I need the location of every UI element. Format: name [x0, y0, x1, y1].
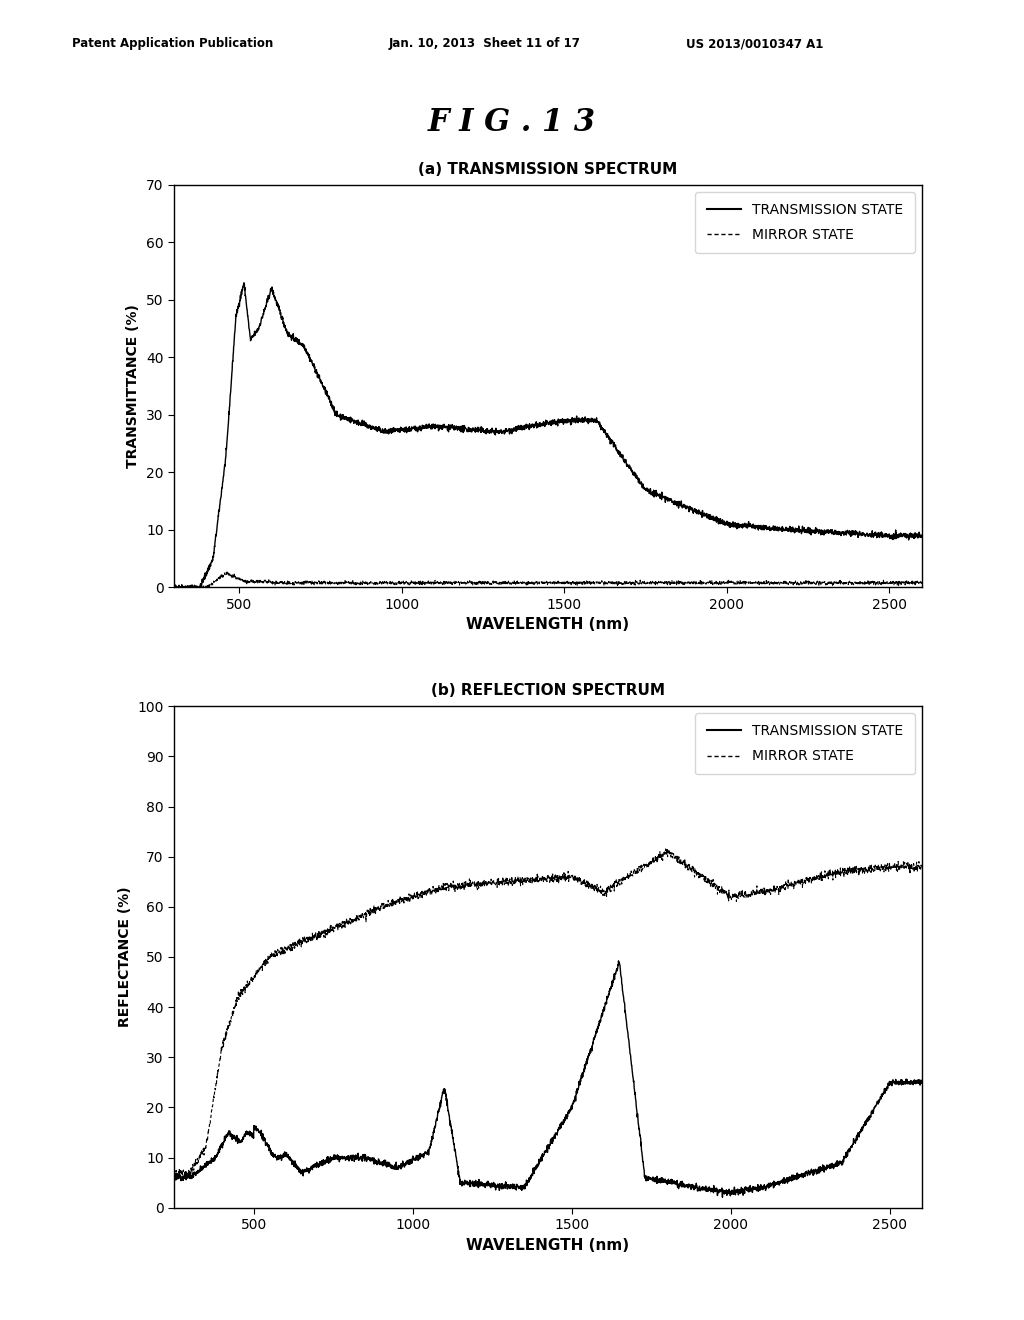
Text: US 2013/0010347 A1: US 2013/0010347 A1: [686, 37, 823, 50]
Y-axis label: REFLECTANCE (%): REFLECTANCE (%): [118, 887, 132, 1027]
X-axis label: WAVELENGTH (nm): WAVELENGTH (nm): [466, 618, 630, 632]
Legend: TRANSMISSION STATE, MIRROR STATE: TRANSMISSION STATE, MIRROR STATE: [695, 713, 914, 775]
Y-axis label: TRANSMITTANCE (%): TRANSMITTANCE (%): [127, 304, 140, 469]
X-axis label: WAVELENGTH (nm): WAVELENGTH (nm): [466, 1238, 630, 1253]
Text: Jan. 10, 2013  Sheet 11 of 17: Jan. 10, 2013 Sheet 11 of 17: [389, 37, 581, 50]
Legend: TRANSMISSION STATE, MIRROR STATE: TRANSMISSION STATE, MIRROR STATE: [695, 191, 914, 253]
Text: F I G . 1 3: F I G . 1 3: [428, 107, 596, 139]
Text: Patent Application Publication: Patent Application Publication: [72, 37, 273, 50]
Title: (b) REFLECTION SPECTRUM: (b) REFLECTION SPECTRUM: [431, 682, 665, 698]
Title: (a) TRANSMISSION SPECTRUM: (a) TRANSMISSION SPECTRUM: [418, 161, 678, 177]
